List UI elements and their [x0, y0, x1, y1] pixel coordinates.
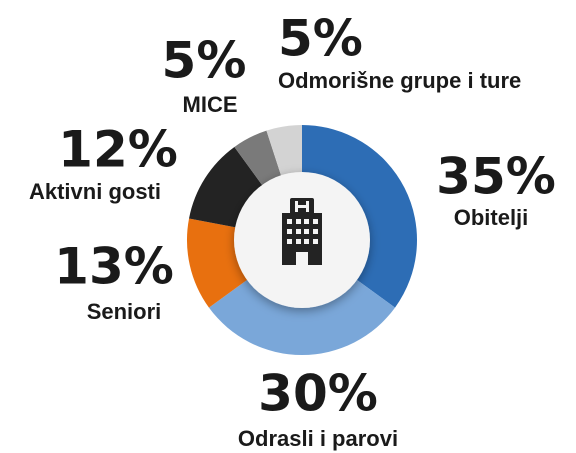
donut — [187, 125, 417, 356]
value-label: 5% — [162, 32, 247, 90]
category-label: Seniori — [87, 299, 162, 324]
value-label: 5% — [278, 10, 363, 68]
hotel-icon — [282, 198, 322, 265]
value-label: 35% — [436, 148, 556, 206]
value-label: 13% — [54, 238, 174, 296]
slice — [234, 130, 284, 192]
slice — [208, 275, 396, 356]
category-label: Aktivni gosti — [29, 179, 161, 204]
value-label: 30% — [258, 365, 378, 423]
slice — [266, 125, 302, 183]
category-label: MICE — [183, 92, 238, 117]
category-label: Odmorišne grupe i ture — [278, 68, 521, 93]
category-label: Odrasli i parovi — [238, 426, 398, 451]
category-label: Obitelji — [454, 205, 529, 230]
value-label: 12% — [58, 121, 178, 179]
